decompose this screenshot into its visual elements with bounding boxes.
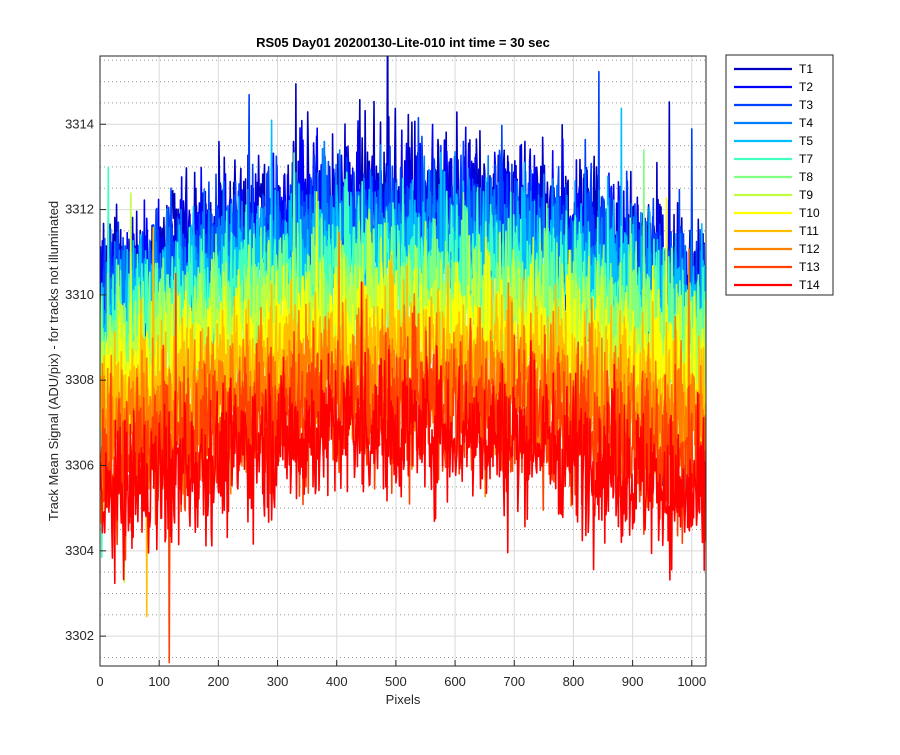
- y-tick-label: 3304: [65, 543, 94, 558]
- legend-label-t7: T7: [799, 152, 813, 166]
- y-tick-label: 3314: [65, 116, 94, 131]
- legend-label-t12: T12: [799, 242, 820, 256]
- y-axis: 3302 3304 3306 3308 3310 3312 3314: [65, 116, 106, 643]
- series-layer: [100, 56, 706, 664]
- x-axis: 0 100 200 300 400 500 600 700 800 900 1000: [96, 660, 706, 689]
- x-tick-label: 600: [444, 674, 466, 689]
- legend-box: [725, 54, 834, 296]
- y-tick-label: 3312: [65, 202, 94, 217]
- y-tick-label: 3310: [65, 287, 94, 302]
- legend-label-t9: T9: [799, 188, 813, 202]
- x-tick-label: 1000: [677, 674, 706, 689]
- y-axis-label: Track Mean Signal (ADU/pix) - for tracks…: [46, 201, 61, 521]
- legend-label-t10: T10: [799, 206, 820, 220]
- legend-label-t8: T8: [799, 170, 813, 184]
- x-tick-label: 700: [503, 674, 525, 689]
- legend-label-t5: T5: [799, 134, 813, 148]
- legend-label-t14: T14: [799, 278, 820, 292]
- y-tick-label: 3308: [65, 372, 94, 387]
- legend-label-t4: T4: [799, 116, 813, 130]
- legend-label-t2: T2: [799, 80, 813, 94]
- x-tick-label: 200: [208, 674, 230, 689]
- legend-label-t13: T13: [799, 260, 820, 274]
- x-tick-label: 500: [385, 674, 407, 689]
- legend-label-t11: T11: [799, 224, 819, 238]
- x-tick-label: 300: [267, 674, 289, 689]
- chart-title: RS05 Day01 20200130-Lite-010 int time = …: [256, 35, 550, 50]
- x-tick-label: 800: [563, 674, 585, 689]
- y-tick-label: 3306: [65, 458, 94, 473]
- series-line-t14: [100, 281, 706, 585]
- x-tick-label: 100: [148, 674, 170, 689]
- x-tick-label: 900: [622, 674, 644, 689]
- x-axis-label: Pixels: [386, 692, 421, 707]
- x-tick-label: 0: [96, 674, 103, 689]
- legend-label-t3: T3: [799, 98, 813, 112]
- legend-label-t1: T1: [799, 62, 813, 76]
- x-tick-label: 400: [326, 674, 348, 689]
- legend: T1 T2 T3 T4 T5 T7 T8 T9 T10 T11 T12 T13 T14: [725, 54, 834, 296]
- y-tick-label: 3302: [65, 628, 94, 643]
- plot-frame: [99, 55, 707, 667]
